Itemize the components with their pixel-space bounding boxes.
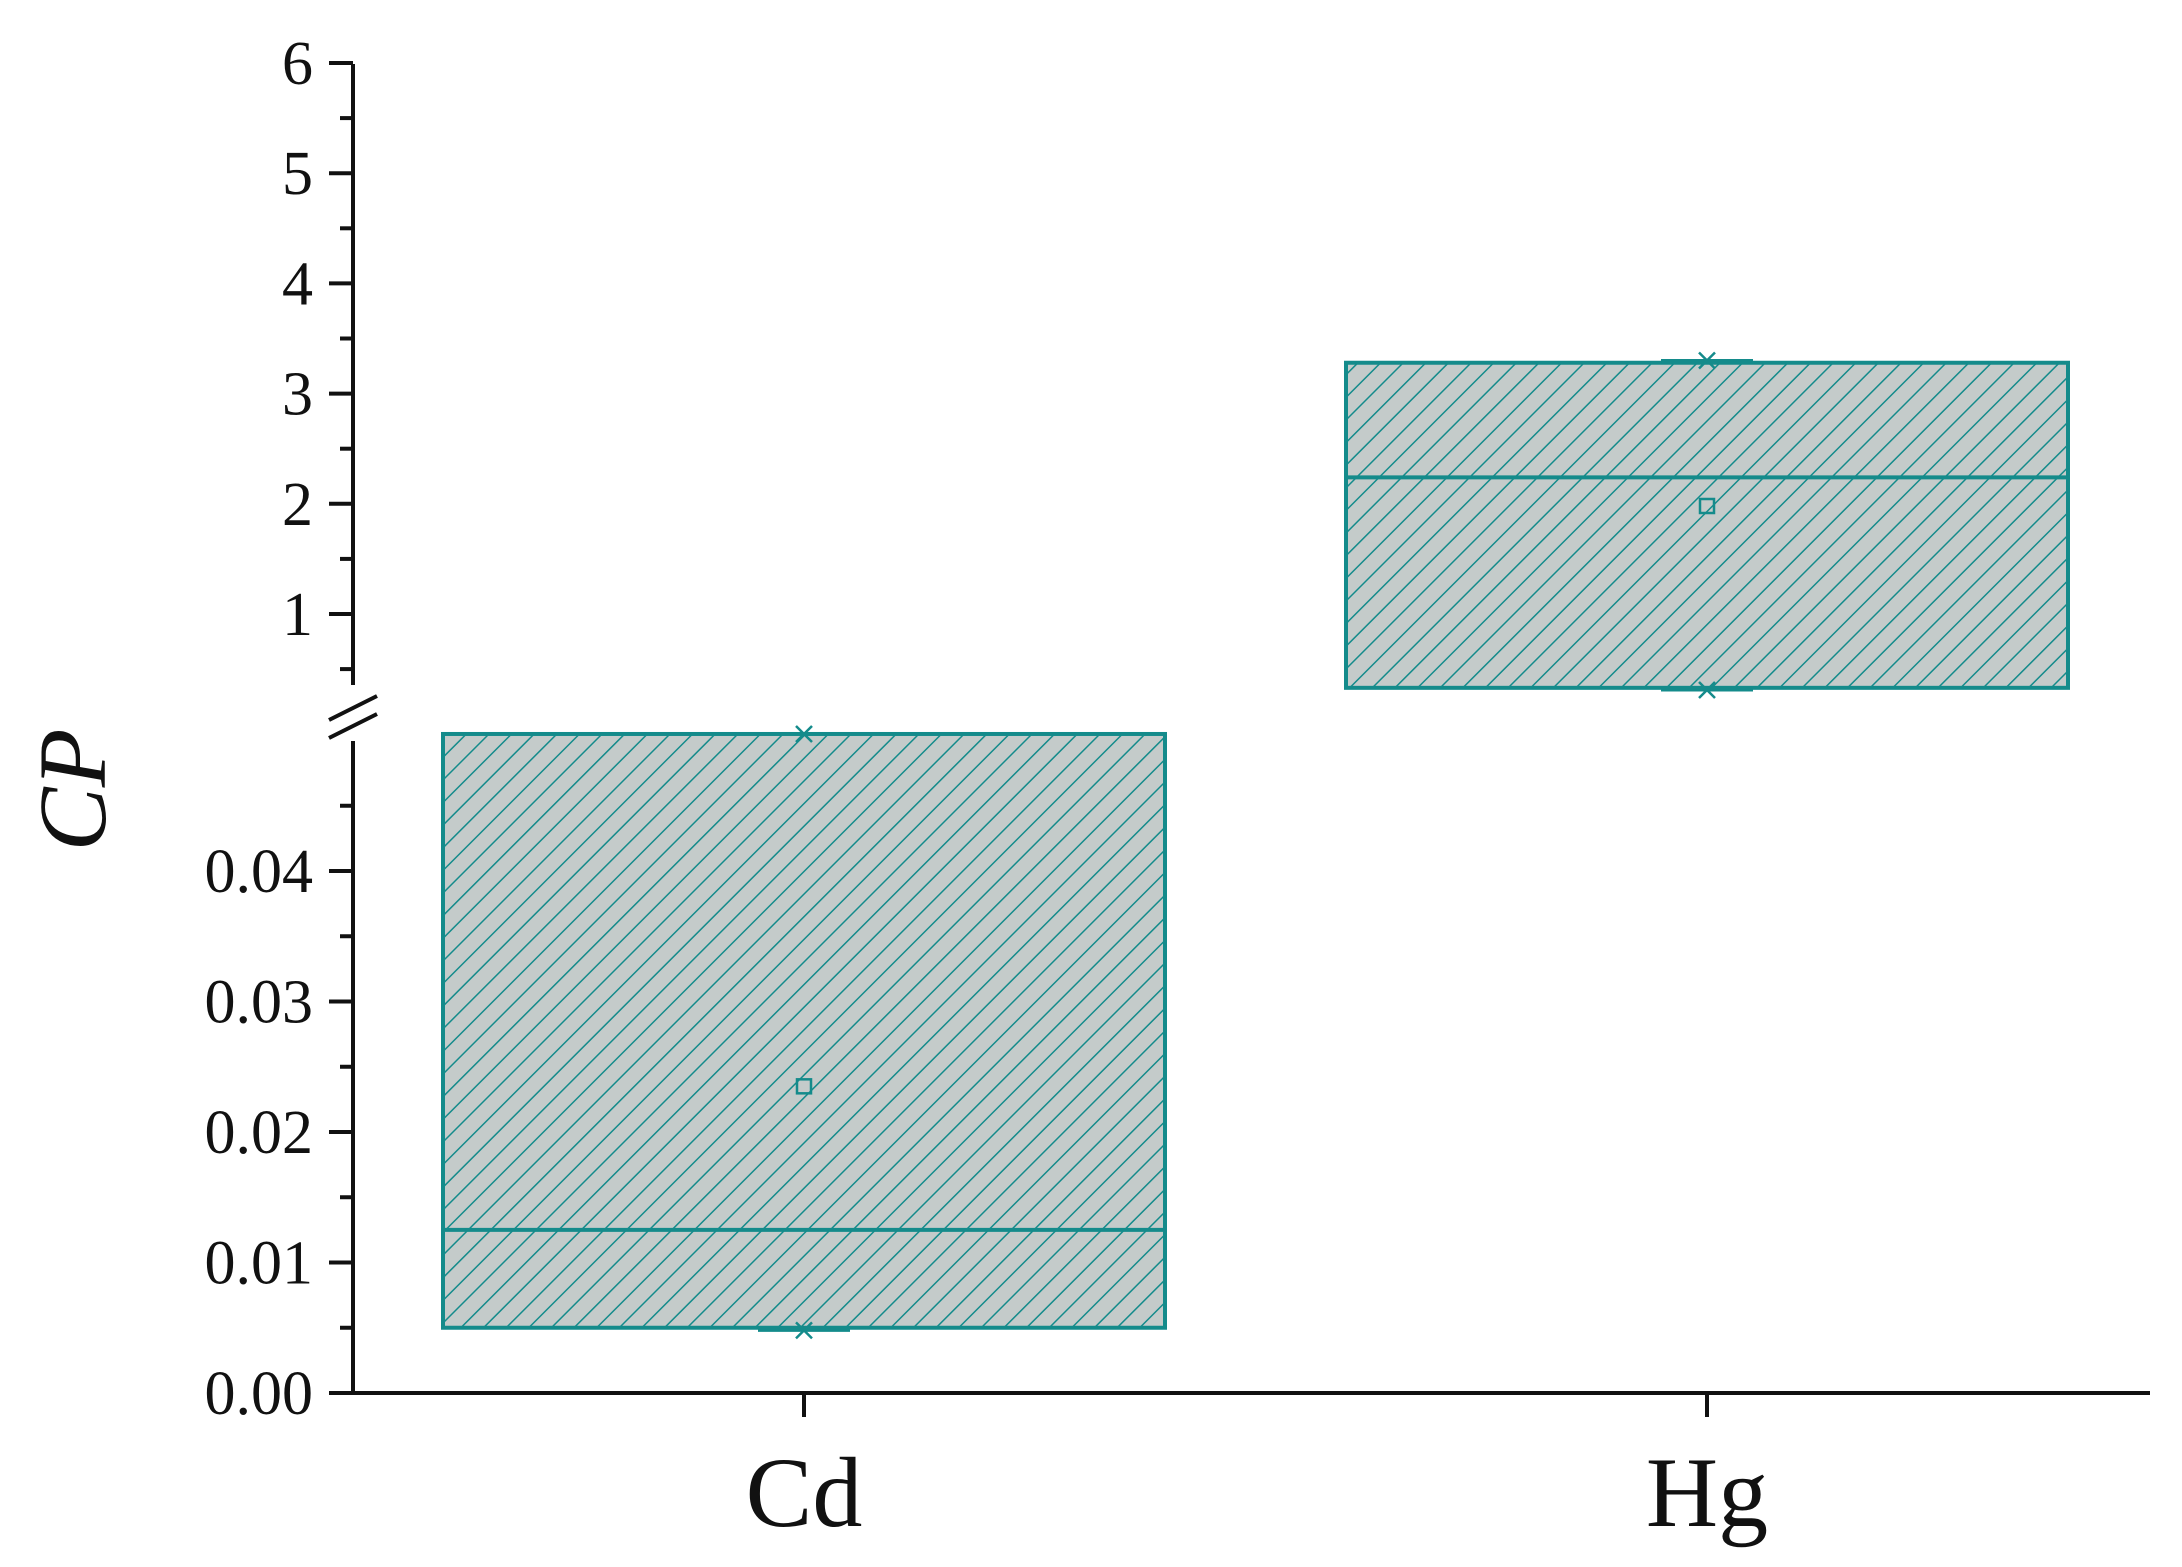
y-tick-label: 0.03	[205, 969, 314, 1037]
mean-marker	[795, 1078, 813, 1095]
y-tick-label: 6	[282, 30, 313, 98]
min-marker	[1698, 681, 1716, 699]
y-axis-title: CP	[19, 729, 126, 852]
y-tick-label: 4	[282, 250, 313, 318]
y-tick-label: 5	[282, 140, 313, 208]
y-tick-label: 3	[282, 361, 313, 429]
box-cd	[441, 731, 1167, 1330]
min-marker	[795, 1321, 813, 1340]
max-marker	[795, 725, 813, 743]
y-tick-label: 0.01	[205, 1230, 314, 1298]
y-tick-label: 0.00	[205, 1360, 314, 1428]
axis-layer: 0.00 0.01 0.02 0.03 0.04 1 2 3 4 5 6 Cd Hg	[205, 30, 2150, 1548]
x-category-label: Hg	[1646, 1437, 1768, 1548]
axis-break-mark	[328, 712, 378, 740]
mean-marker	[1698, 497, 1716, 515]
axis-break-gap	[323, 687, 383, 739]
y-tick-label: 0.04	[205, 838, 314, 906]
max-marker	[1698, 351, 1716, 370]
y-tick-label: 1	[282, 581, 313, 649]
axis-break-mark	[328, 694, 378, 722]
y-tick-label: 2	[282, 471, 313, 539]
y-tick-label: 0.02	[205, 1099, 314, 1167]
box-hg	[1344, 360, 2070, 690]
x-category-label: Cd	[746, 1437, 863, 1548]
boxes-layer	[441, 351, 2070, 1340]
